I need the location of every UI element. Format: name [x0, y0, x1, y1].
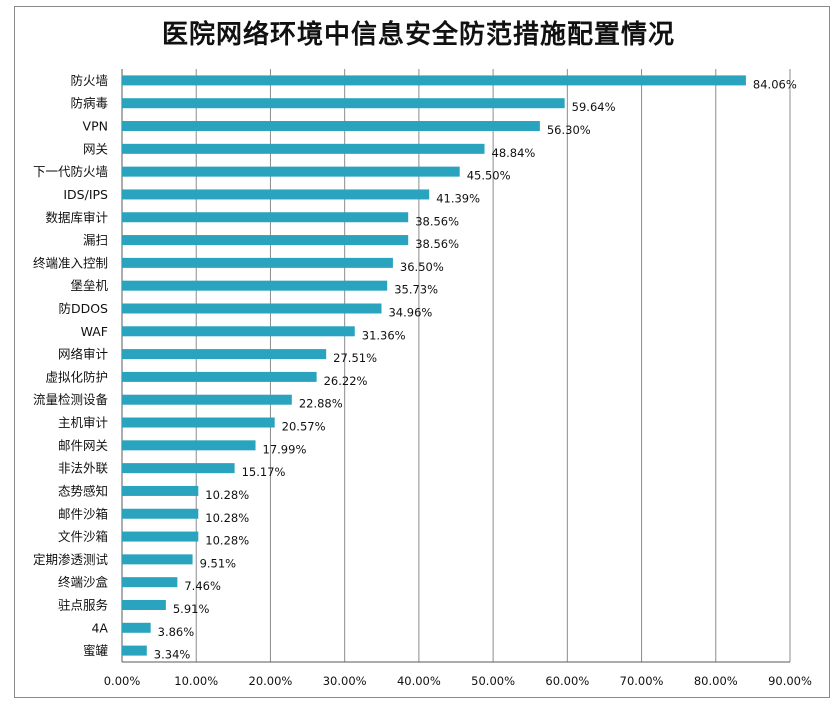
- bar: [122, 599, 166, 610]
- category-label: IDS/IPS: [63, 187, 108, 202]
- bar: [122, 394, 292, 405]
- bar: [122, 417, 275, 428]
- category-label: 终端沙盒: [58, 575, 109, 590]
- category-label: 态势感知: [58, 483, 108, 498]
- category-label: 蜜罐: [83, 643, 109, 658]
- data-label: 84.06%: [753, 77, 797, 91]
- data-label: 10.28%: [205, 488, 249, 502]
- bar: [122, 463, 235, 474]
- x-tick-label: 50.00%: [471, 674, 515, 688]
- bar: [122, 440, 256, 451]
- data-label: 36.50%: [400, 260, 444, 274]
- x-tick-label: 60.00%: [545, 674, 589, 688]
- x-axis-tick-labels: 0.00% 10.00% 20.00% 30.00% 40.00% 50.00% 60.00…: [104, 674, 812, 688]
- category-label: 终端准入控制: [33, 255, 108, 270]
- bar: [122, 303, 382, 314]
- category-label: 堡垒机: [70, 278, 108, 293]
- data-label: 5.91%: [173, 602, 210, 616]
- data-label: 56.30%: [547, 123, 591, 137]
- category-label: 防病毒: [70, 96, 108, 111]
- x-tick-label: 80.00%: [694, 674, 738, 688]
- bar: [122, 485, 199, 496]
- data-label: 20.57%: [282, 420, 326, 434]
- x-tick-label: 70.00%: [620, 674, 664, 688]
- bar: [122, 75, 746, 86]
- category-label: 4A: [91, 620, 108, 635]
- data-labels: 84.06% 59.64% 56.30% 48.84% 45.50% 41.39% 38.5…: [154, 77, 797, 661]
- x-tick-label: 10.00%: [174, 674, 218, 688]
- category-label: 文件沙箱: [58, 529, 108, 544]
- bar: [122, 531, 199, 542]
- data-label: 27.51%: [333, 351, 377, 365]
- data-label: 15.17%: [242, 465, 286, 479]
- bar: [122, 645, 147, 656]
- data-label: 34.96%: [388, 305, 432, 319]
- category-label: 漏扫: [83, 233, 108, 248]
- data-label: 41.39%: [436, 191, 480, 205]
- category-label: VPN: [83, 119, 108, 134]
- category-label: 防火墙: [70, 73, 108, 88]
- data-label: 9.51%: [200, 556, 237, 570]
- category-label: 主机审计: [58, 415, 108, 430]
- bar: [122, 577, 178, 588]
- bar: [122, 143, 485, 154]
- data-label: 31.36%: [362, 328, 406, 342]
- bar: [122, 235, 409, 246]
- data-label: 45.50%: [467, 169, 511, 183]
- category-label: 数据库审计: [45, 210, 108, 225]
- data-label: 48.84%: [492, 146, 536, 160]
- gridlines: [121, 69, 791, 663]
- data-label: 35.73%: [394, 283, 438, 297]
- data-label: 7.46%: [184, 579, 221, 593]
- data-label: 3.86%: [158, 625, 195, 639]
- category-label: 邮件沙箱: [58, 506, 108, 521]
- data-label: 3.34%: [154, 648, 191, 662]
- bar: [122, 121, 540, 132]
- bar: [122, 212, 409, 223]
- bar: [122, 98, 565, 109]
- category-label: 邮件网关: [58, 438, 108, 453]
- bar: [122, 166, 460, 177]
- category-label: 网关: [83, 141, 108, 156]
- x-tick-label: 90.00%: [768, 674, 812, 688]
- bar: [122, 622, 151, 633]
- bar: [122, 554, 193, 565]
- x-tick-label: 20.00%: [249, 674, 293, 688]
- bar: [122, 508, 199, 519]
- data-label: 26.22%: [324, 374, 368, 388]
- category-label: WAF: [81, 324, 108, 339]
- x-tick-label: 30.00%: [323, 674, 367, 688]
- category-label: 网络审计: [58, 347, 108, 362]
- chart-title: 医院网络环境中信息安全防范措施配置情况: [161, 20, 675, 50]
- data-label: 17.99%: [263, 442, 307, 456]
- category-label: 下一代防火墙: [33, 164, 108, 179]
- category-label: 定期渗透测试: [33, 552, 109, 567]
- category-label: 虚拟化防护: [45, 369, 108, 384]
- x-tick-label: 40.00%: [397, 674, 441, 688]
- category-label: 驻点服务: [58, 597, 108, 612]
- x-tick-label: 0.00%: [104, 674, 141, 688]
- bar: [122, 326, 355, 337]
- bar: [122, 371, 317, 382]
- bar: [122, 257, 393, 268]
- data-label: 38.56%: [415, 214, 459, 228]
- category-label: 流量检测设备: [33, 392, 109, 407]
- category-label: 非法外联: [58, 461, 109, 476]
- category-label: 防DDOS: [58, 301, 108, 316]
- data-label: 59.64%: [572, 100, 616, 114]
- bar: [122, 280, 388, 291]
- bars: [122, 75, 746, 656]
- bar: [122, 349, 327, 360]
- data-label: 10.28%: [205, 511, 249, 525]
- data-label: 38.56%: [415, 237, 459, 251]
- bar: [122, 189, 430, 200]
- data-label: 10.28%: [205, 534, 249, 548]
- data-label: 22.88%: [299, 397, 343, 411]
